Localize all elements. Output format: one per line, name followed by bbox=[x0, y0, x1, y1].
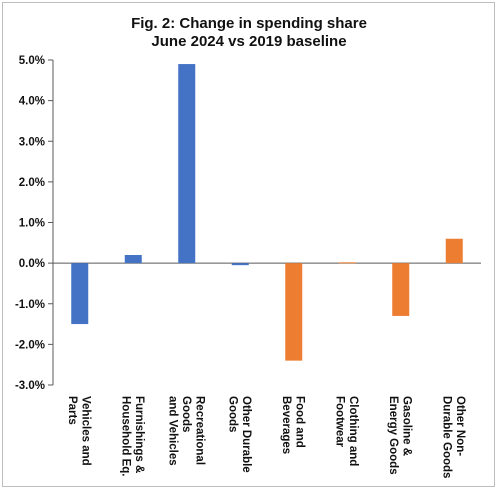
y-tick-label: 4.0% bbox=[19, 96, 45, 108]
category-label-line: Energy Goods bbox=[387, 396, 399, 475]
category-label-line: Gasoline & bbox=[401, 396, 413, 456]
bar bbox=[231, 263, 249, 266]
category-label-line: Vehicles and bbox=[80, 396, 92, 466]
bar bbox=[338, 262, 356, 264]
category-label-line: Other Durable bbox=[240, 396, 252, 473]
category-label-line: Goods bbox=[180, 396, 192, 432]
y-tick-label: 5.0% bbox=[19, 55, 45, 67]
y-tick-label: 1.0% bbox=[19, 218, 45, 230]
category-label-line: Clothing and bbox=[347, 396, 359, 466]
category-label-line: Footwear bbox=[334, 396, 346, 448]
category-label-line: Durable Goods bbox=[441, 396, 453, 478]
bar-chart: Fig. 2: Change in spending share June 20… bbox=[15, 15, 481, 478]
chart-frame: Fig. 2: Change in spending share June 20… bbox=[2, 2, 495, 487]
category-label-line: Parts bbox=[66, 396, 78, 425]
axis-layer: 5.0% 4.0% 3.0% 2.0% 1.0% 0.0% -1.0% -2.0% -3.0% bbox=[15, 55, 481, 392]
category-label-line: Other Non- bbox=[454, 396, 466, 456]
category-label: Other Non-Durable Goods bbox=[441, 396, 467, 478]
category-label-line: Recreational bbox=[193, 396, 205, 465]
category-label-line: Beverages bbox=[280, 396, 292, 454]
bar bbox=[124, 255, 142, 264]
category-label-line: and Vehicles bbox=[166, 396, 178, 466]
y-tick-label: -2.0% bbox=[15, 339, 45, 351]
bar bbox=[445, 238, 463, 264]
category-label: Gasoline &Energy Goods bbox=[387, 396, 413, 475]
bar-layer bbox=[71, 64, 463, 361]
category-label-line: Goods bbox=[227, 396, 239, 432]
bar bbox=[71, 263, 89, 325]
category-label-line: Food and bbox=[294, 396, 306, 448]
category-label: Furnishings &Household Eq. bbox=[120, 396, 146, 477]
y-tick-label: 2.0% bbox=[19, 177, 45, 189]
y-tick-label: -3.0% bbox=[15, 380, 45, 392]
category-label-line: Furnishings & bbox=[133, 396, 145, 473]
chart-subtitle: June 2024 vs 2019 baseline bbox=[151, 33, 346, 50]
bar bbox=[178, 64, 196, 264]
bar bbox=[285, 263, 303, 361]
category-label-line: Household Eq. bbox=[120, 396, 132, 477]
bar bbox=[392, 263, 410, 316]
y-tick-label: -1.0% bbox=[15, 299, 45, 311]
chart-title: Fig. 2: Change in spending share bbox=[131, 15, 367, 32]
y-tick-label: 0.0% bbox=[19, 258, 45, 270]
y-tick-label: 3.0% bbox=[19, 136, 45, 148]
